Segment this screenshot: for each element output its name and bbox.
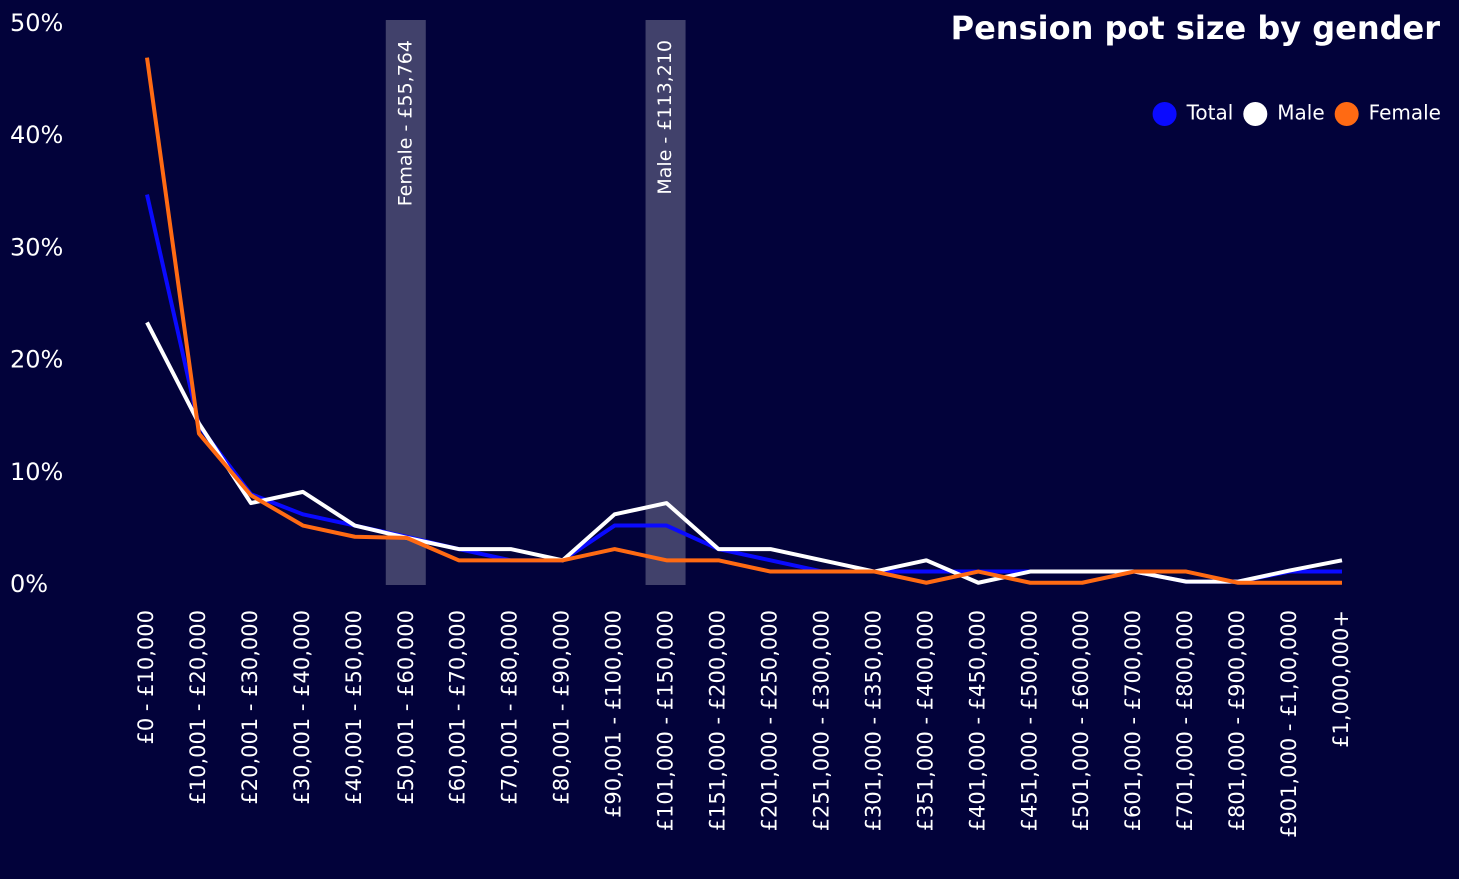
series-line: [145, 57, 1342, 585]
y-tick-label: 30%: [10, 233, 63, 261]
legend-label: Total: [1186, 101, 1234, 125]
x-tick-label: £601,000 - £700,000: [1121, 610, 1145, 831]
x-tick-label: £801,000 - £900,000: [1225, 610, 1249, 831]
x-tick-label: £901,000 - £1,00,000: [1277, 610, 1301, 838]
x-tick-label: £60,001 - £70,000: [446, 610, 470, 805]
x-tick-label: £351,000 - £400,000: [913, 610, 937, 831]
annotation-band: [385, 20, 426, 585]
x-tick-label: £0 - £10,000: [134, 610, 158, 745]
chart-title: Pension pot size by gender: [951, 9, 1441, 47]
legend-label: Female: [1369, 101, 1441, 125]
x-tick-label: £20,001 - £30,000: [238, 610, 262, 805]
annotation-label: Female - £55,764: [394, 40, 416, 206]
x-tick-label: £301,000 - £350,000: [861, 610, 885, 831]
x-tick-label: £401,000 - £450,000: [965, 610, 989, 831]
y-tick-label: 20%: [10, 346, 63, 374]
x-tick-label: £701,000 - £800,000: [1173, 610, 1197, 831]
legend-label: Male: [1277, 101, 1324, 125]
y-tick-label: 0%: [10, 570, 48, 598]
x-tick-label: £80,001 - £90,000: [550, 610, 574, 805]
x-tick-label: £451,000 - £500,000: [1017, 610, 1041, 831]
y-tick-label: 50%: [10, 9, 63, 37]
y-tick-label: 10%: [10, 458, 63, 486]
x-tick-label: £101,000 - £150,000: [654, 610, 678, 831]
legend-swatch: [1243, 102, 1268, 126]
annotation-label: Male - £113,210: [654, 40, 676, 195]
y-tick-label: 40%: [10, 121, 63, 149]
x-tick-label: £501,000 - £600,000: [1069, 610, 1093, 831]
annotation-band: [645, 20, 686, 585]
x-tick-label: £10,001 - £20,000: [186, 610, 210, 805]
legend-swatch: [1334, 102, 1359, 126]
x-tick-label: £70,001 - £80,000: [498, 610, 522, 805]
x-tick-label: £50,001 - £60,000: [394, 610, 418, 805]
x-tick-label: £151,000 - £200,000: [706, 610, 730, 831]
x-tick-label: £30,001 - £40,000: [290, 610, 314, 805]
legend-swatch: [1152, 102, 1177, 126]
x-tick-label: £1,000,000+: [1329, 610, 1353, 748]
x-tick-label: £90,001 - £100,000: [602, 610, 626, 818]
x-tick-label: £40,001 - £50,000: [342, 610, 366, 805]
x-tick-label: £251,000 - £300,000: [809, 610, 833, 831]
x-tick-label: £201,000 - £250,000: [757, 610, 781, 831]
